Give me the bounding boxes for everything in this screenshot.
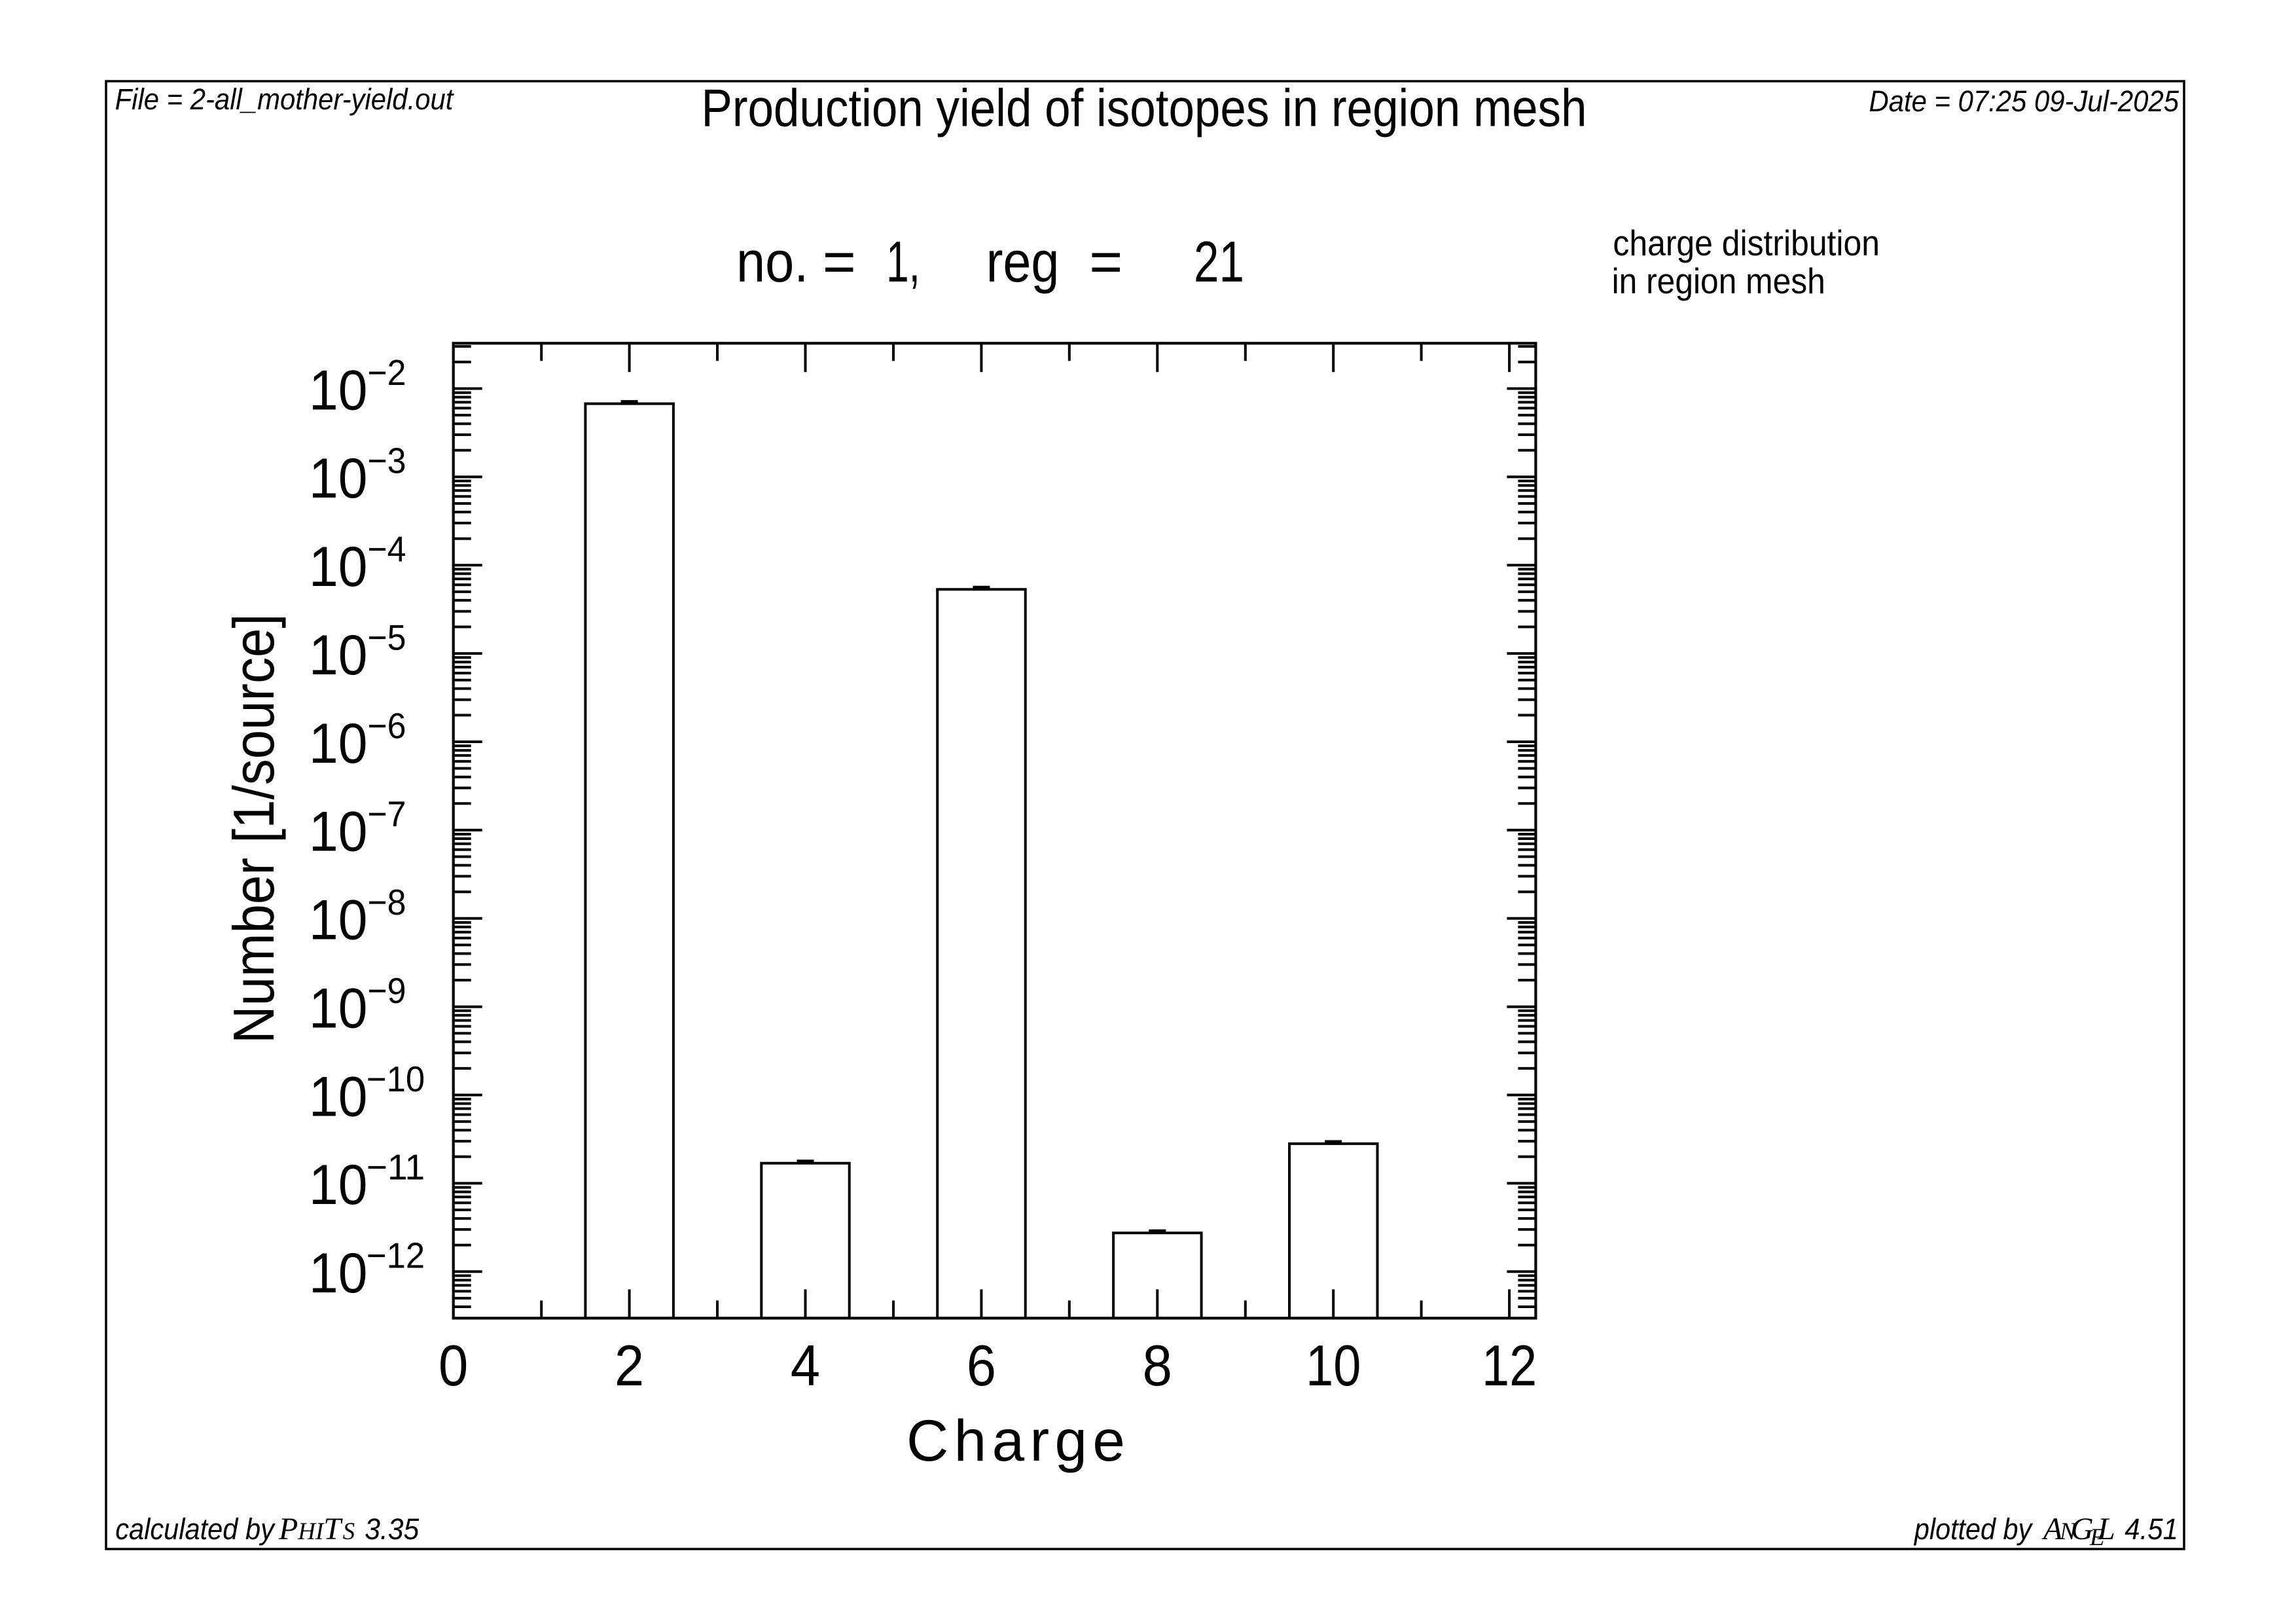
svg-text:10: 10 <box>309 624 367 687</box>
svg-text:S: S <box>343 1518 355 1545</box>
svg-text:Number [1/source]: Number [1/source] <box>221 613 286 1044</box>
svg-text:10: 10 <box>309 536 367 598</box>
svg-text:10: 10 <box>309 1154 367 1216</box>
svg-text:10: 10 <box>309 359 367 422</box>
svg-text:−6: −6 <box>367 705 406 746</box>
svg-text:−7: −7 <box>367 793 406 834</box>
svg-text:Production yield of isotopes i: Production yield of isotopes in region m… <box>702 79 1587 138</box>
svg-text:−9: −9 <box>367 970 406 1011</box>
svg-text:−12: −12 <box>367 1235 425 1276</box>
svg-text:E: E <box>2089 1524 2105 1551</box>
svg-text:Date = 07:25 09-Jul-2025: Date = 07:25 09-Jul-2025 <box>1869 84 2179 118</box>
svg-text:10: 10 <box>309 889 367 952</box>
svg-text:2: 2 <box>615 1333 644 1398</box>
svg-text:=: = <box>823 229 856 294</box>
svg-text:−11: −11 <box>367 1147 425 1188</box>
svg-text:P: P <box>278 1512 298 1546</box>
svg-text:charge distribution: charge distribution <box>1613 223 1880 263</box>
svg-text:10: 10 <box>309 1065 367 1128</box>
svg-text:plotted by: plotted by <box>1913 1512 2033 1546</box>
svg-text:3.35: 3.35 <box>365 1512 420 1546</box>
svg-text:1,: 1, <box>886 229 920 294</box>
svg-text:−4: −4 <box>367 529 406 570</box>
svg-text:File = 2-all_mother-yield.out: File = 2-all_mother-yield.out <box>115 82 455 116</box>
svg-text:−3: −3 <box>367 441 406 481</box>
svg-text:T: T <box>323 1512 343 1546</box>
svg-text:4: 4 <box>791 1333 820 1398</box>
svg-text:−10: −10 <box>367 1059 425 1099</box>
svg-text:Charge: Charge <box>906 1408 1130 1473</box>
svg-text:−5: −5 <box>367 617 406 657</box>
svg-text:−2: −2 <box>367 352 406 393</box>
svg-text:L: L <box>2097 1512 2115 1546</box>
svg-text:reg: reg <box>986 229 1060 294</box>
svg-text:10: 10 <box>309 712 367 775</box>
svg-text:4.51: 4.51 <box>2125 1512 2178 1546</box>
svg-text:G: G <box>2071 1512 2094 1546</box>
svg-text:8: 8 <box>1143 1333 1172 1398</box>
svg-text:10: 10 <box>309 801 367 864</box>
svg-text:=: = <box>1089 229 1122 294</box>
svg-text:10: 10 <box>1306 1333 1361 1398</box>
svg-text:0: 0 <box>439 1333 468 1398</box>
svg-text:H: H <box>297 1518 317 1545</box>
svg-text:10: 10 <box>309 447 367 510</box>
svg-text:21: 21 <box>1194 229 1244 294</box>
svg-text:no.: no. <box>736 229 808 294</box>
svg-text:I: I <box>315 1518 325 1545</box>
svg-text:A: A <box>2041 1512 2063 1546</box>
svg-text:N: N <box>2059 1518 2077 1545</box>
svg-text:10: 10 <box>309 977 367 1040</box>
svg-text:−8: −8 <box>367 882 406 922</box>
svg-text:in region mesh: in region mesh <box>1612 261 1825 301</box>
svg-text:calculated by: calculated by <box>115 1512 276 1546</box>
svg-text:6: 6 <box>967 1333 996 1398</box>
svg-text:12: 12 <box>1482 1333 1537 1398</box>
svg-text:10: 10 <box>309 1242 367 1305</box>
